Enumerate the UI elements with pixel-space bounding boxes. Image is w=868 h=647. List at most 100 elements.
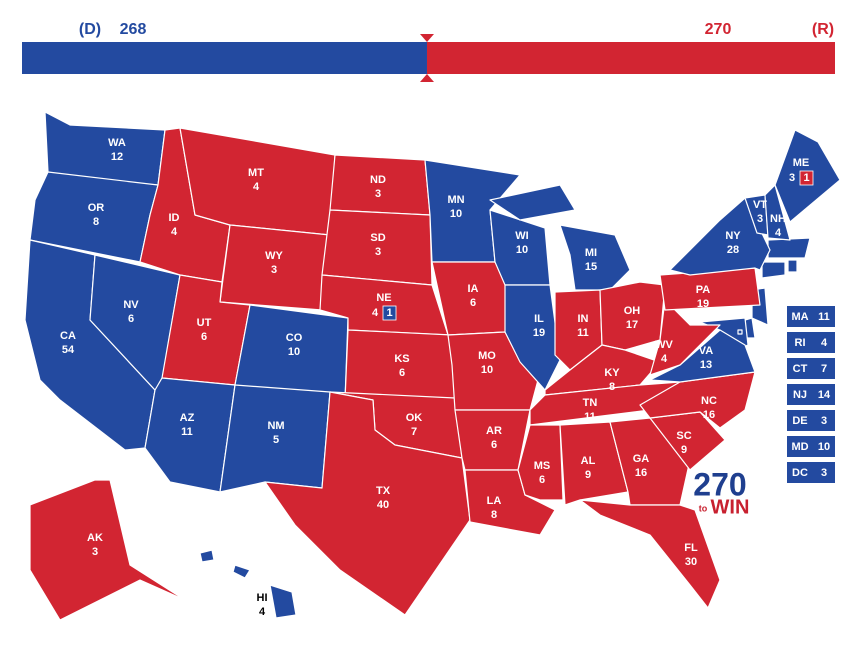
state-abbr: WA: [108, 137, 126, 149]
state-votes: 3: [757, 213, 763, 225]
state-abbr: FL: [684, 542, 698, 554]
state-abbr: SC: [676, 430, 691, 442]
state-votes: 16: [635, 467, 647, 479]
state-abbr: AL: [581, 455, 596, 467]
state-votes: 6: [399, 367, 405, 379]
state-votes: 9: [681, 444, 687, 456]
small-state-box: [787, 332, 835, 353]
state-abbr: MN: [447, 194, 464, 206]
state-votes: 4: [661, 353, 668, 365]
state-votes: 19: [697, 298, 709, 310]
small-state-abbr: MD: [791, 441, 808, 453]
split-votes: 1: [803, 172, 809, 184]
state-abbr: LA: [487, 495, 502, 507]
dem-bar: [22, 42, 427, 74]
state-shape: [232, 564, 251, 579]
state-votes: 8: [609, 381, 615, 393]
state-abbr: KY: [604, 367, 620, 379]
small-state-box: [787, 410, 835, 431]
state-votes: 4: [259, 606, 266, 618]
state-votes: 10: [288, 346, 300, 358]
state-abbr: NY: [725, 230, 741, 242]
state-abbr: IA: [468, 283, 479, 295]
state-votes: 28: [727, 244, 739, 256]
small-state-votes: 3: [821, 467, 827, 479]
state-abbr: AR: [486, 425, 502, 437]
state-abbr: WY: [265, 250, 283, 262]
state-votes: 15: [585, 261, 597, 273]
state-abbr: OH: [624, 305, 641, 317]
state-labels: WA12OR8CA54NV6ID4MT4WY3UT6AZ11CO10NM5ND3…: [60, 137, 835, 618]
state-shape: [787, 259, 798, 273]
split-votes: 1: [386, 307, 392, 319]
small-state-box: [787, 306, 835, 327]
state-abbr: VT: [753, 199, 767, 211]
state-abbr: CO: [286, 332, 303, 344]
state-shape: [761, 261, 786, 279]
state-votes: 3: [375, 188, 381, 200]
state-shape: [29, 479, 186, 621]
state-votes: 5: [273, 434, 279, 446]
state-abbr: KS: [394, 353, 409, 365]
state-votes: 8: [93, 216, 99, 228]
state-abbr: HI: [257, 592, 268, 604]
state-shape: [199, 549, 215, 563]
state-abbr: MO: [478, 350, 496, 362]
state-votes: 6: [201, 331, 207, 343]
split-box: [799, 170, 814, 186]
logo-small: to: [699, 503, 708, 513]
state-votes: 6: [539, 474, 545, 486]
state-abbr: SD: [370, 232, 385, 244]
logo-word: WIN: [711, 496, 750, 518]
small-state-votes: 7: [821, 363, 827, 375]
state-votes: 4: [253, 181, 260, 193]
state-abbr: WV: [655, 339, 673, 351]
state-shape: [669, 197, 771, 276]
state-abbr: CA: [60, 330, 76, 342]
state-shapes: [24, 111, 841, 621]
state-votes: 19: [533, 327, 545, 339]
small-state-abbr: CT: [793, 363, 808, 375]
state-shape: [767, 237, 811, 259]
small-state-box: [787, 358, 835, 379]
small-state-abbr: RI: [795, 337, 806, 349]
state-votes: 16: [703, 409, 715, 421]
state-shape: [579, 499, 721, 609]
state-votes: 7: [411, 426, 417, 438]
state-votes: 8: [491, 509, 497, 521]
state-abbr: AK: [87, 532, 103, 544]
state-abbr: IL: [534, 313, 544, 325]
rep-label: (R): [812, 21, 834, 38]
state-votes: 40: [377, 499, 389, 511]
state-shape: [764, 184, 791, 241]
state-votes: 11: [181, 426, 193, 438]
logo: 270 to WIN: [693, 466, 749, 518]
state-shape: [489, 184, 576, 221]
state-votes: 6: [128, 313, 134, 325]
midpoint-marker: [419, 34, 434, 42]
state-shape: [517, 424, 564, 501]
dem-label: (D): [79, 21, 101, 38]
small-state-box: [787, 384, 835, 405]
state-votes: 10: [516, 244, 528, 256]
state-abbr: TX: [376, 485, 391, 497]
state-votes: 13: [700, 359, 712, 371]
state-abbr: TN: [583, 397, 598, 409]
state-votes: 6: [470, 297, 476, 309]
state-abbr: NE: [376, 292, 391, 304]
state-votes: 3: [92, 546, 98, 558]
state-votes: 4: [171, 226, 178, 238]
small-state-votes: 4: [821, 337, 828, 349]
state-abbr: NH: [770, 213, 786, 225]
state-votes: 3: [271, 264, 277, 276]
small-state-votes: 10: [818, 441, 830, 453]
state-votes: 11: [584, 411, 596, 423]
state-shape: [264, 391, 471, 616]
state-votes: 11: [577, 327, 589, 339]
small-state-box: [787, 436, 835, 457]
state-abbr: GA: [633, 453, 650, 465]
logo-number: 270: [693, 466, 746, 502]
small-state-votes: 14: [818, 389, 831, 401]
state-abbr: OK: [406, 412, 423, 424]
